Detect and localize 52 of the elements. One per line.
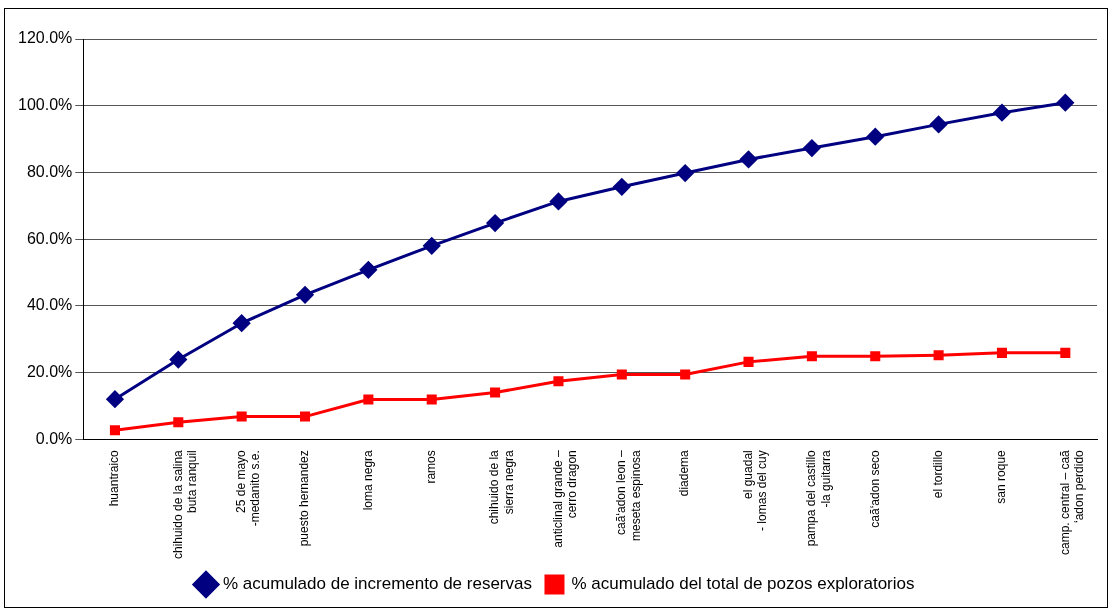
x-tick-label: pampa del castillo -la guitarra [804,449,833,547]
y-tick-label: 60.0% [26,229,73,247]
point [930,115,948,133]
x-tick-label: loma negra [360,449,375,511]
legend-label: % acumulado del total de pozos exploratorios [571,574,915,594]
point [870,351,881,362]
point [173,417,184,428]
point [236,411,247,422]
x-tick-label: ramos [424,450,439,484]
point [806,351,817,362]
point [106,390,124,408]
point [359,261,377,279]
point [363,394,374,405]
point [1060,347,1071,358]
y-tick-label: 40.0% [26,296,73,314]
point [1056,94,1074,112]
point [426,394,437,405]
point [680,369,691,380]
point [553,376,564,387]
point [299,411,311,422]
point [296,286,314,304]
x-tick-label: puesto hernandez [297,450,312,547]
y-tick-label: 0.0% [35,429,73,447]
point [169,351,187,369]
y-tick-label: 80.0% [26,162,73,180]
y-tick-label: 20.0% [26,362,73,380]
point [616,369,627,380]
point [933,350,944,361]
x-tick-label: caã‘adon seco [867,449,882,528]
point [109,425,120,436]
x-tick-label: san roque [994,449,1009,504]
y-tick-label: 100.0% [18,96,73,114]
point [549,192,567,210]
point [743,356,754,367]
point [423,237,441,255]
y-tick-label: 120.0% [18,29,73,47]
x-tick-label: chihuido de la salina buta ranquil [170,449,200,560]
point [866,128,884,146]
x-tick-label: huantraico [107,449,122,507]
point [993,104,1011,122]
x-tick-label: diadema [677,449,692,497]
legend-label: % acumulado de incremento de reservas [222,574,532,594]
point [740,150,758,168]
x-tick-label: el tordillo [930,449,945,499]
point [996,347,1007,358]
x-tick-label: 25 de mayo -medanito s.e. [233,449,263,527]
point [490,387,501,398]
point [803,139,821,157]
point [676,164,694,182]
point [486,214,504,232]
point [613,178,631,196]
point [233,314,251,332]
